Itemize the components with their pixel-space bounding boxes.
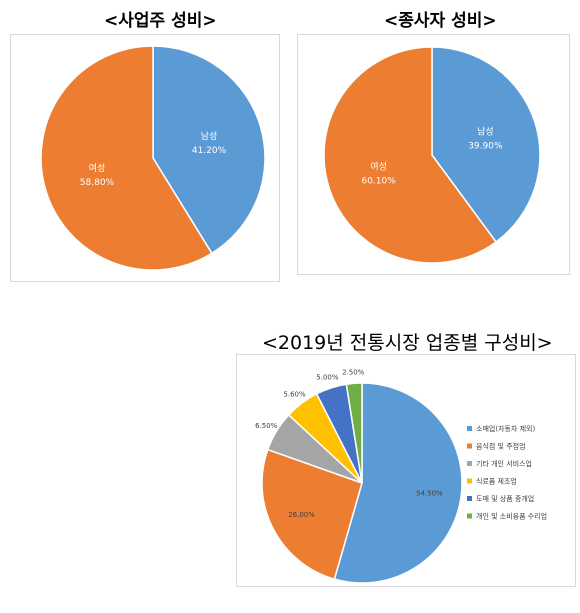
legend-swatch-1: [467, 443, 472, 449]
chart-3-title: <2019년 전통시장 업종별 구성비>: [262, 332, 553, 354]
legend-swatch-5: [467, 513, 472, 519]
legend-label-5: 개인 및 소비용품 수리업: [476, 512, 547, 521]
chart-1-title: <사업주 성비>: [104, 11, 217, 31]
chart-3-value-label-4: 5.00%: [316, 373, 339, 381]
chart-2-slice-0: [431, 46, 541, 244]
chart-3-slice-5: [345, 382, 363, 484]
legend-swatch-3: [467, 478, 472, 484]
chart-1-slice-0: [152, 45, 266, 255]
legend-swatch-2: [467, 461, 472, 466]
chart-3-slice-1: [261, 448, 363, 581]
legend-label-1: 음식점 및 주점업: [476, 442, 526, 451]
legend-label-2: 기타 개인 서비스업: [476, 459, 532, 468]
chart-2-value-label-1: 60.10%: [361, 177, 396, 187]
chart-1-slice-1: [40, 45, 213, 271]
chart-2-category-label-0: 남성: [477, 126, 494, 137]
chart-3-value-label-2: 6.50%: [255, 422, 278, 430]
legend-label-0: 소매업(자동차 제외): [476, 424, 535, 433]
chart-2-title: <종사자 성비>: [384, 11, 497, 31]
chart-3-value-label-5: 2.50%: [342, 368, 365, 376]
chart-3-value-label-0: 54.50%: [416, 489, 443, 497]
chart-2-category-label-1: 여성: [370, 161, 387, 173]
legend-label-4: 도매 및 상품 중개업: [476, 494, 534, 503]
chart-1-value-label-0: 41.20%: [192, 146, 227, 156]
chart-1-value-label-1: 58.80%: [80, 178, 115, 188]
chart-1-category-label-1: 여성: [89, 162, 106, 174]
legend-swatch-0: [467, 426, 472, 431]
chart-1-category-label-0: 남성: [201, 131, 218, 142]
chart-2-slice-1: [323, 46, 498, 264]
chart-2-value-label-0: 39.90%: [468, 141, 503, 151]
chart-3-value-label-1: 26.00%: [288, 511, 315, 519]
legend-swatch-4: [467, 496, 472, 501]
chart-3-slice-0: [333, 382, 463, 584]
chart-3-value-label-3: 5.60%: [283, 391, 306, 399]
legend-label-3: 식료품 제조업: [476, 477, 517, 486]
